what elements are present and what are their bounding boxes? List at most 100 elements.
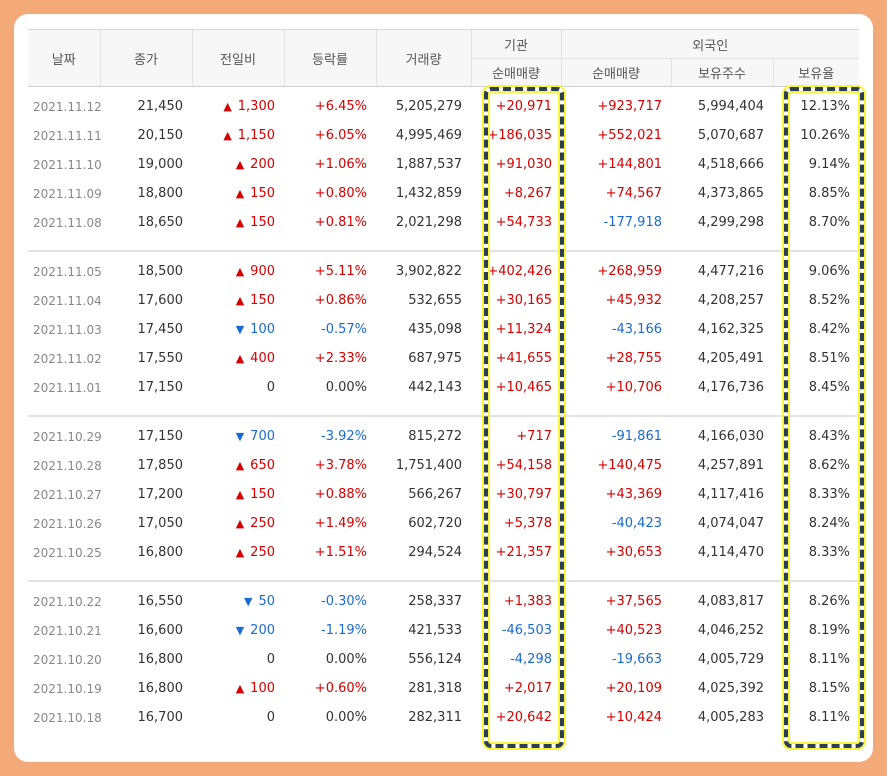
table-row: 2021.11.02 17,550 ▲ 400 +2.33% 687,975 +41,655… xyxy=(28,344,859,373)
institution-net-cell: +1,383 xyxy=(503,594,552,609)
table-row: 2021.10.20 16,800 0 0.00% 556,124 -4,298 -19,6… xyxy=(28,645,859,674)
volume-cell: 421,533 xyxy=(408,623,462,638)
foreign-ratio-cell: 8.62% xyxy=(808,458,850,473)
volume-cell: 5,205,279 xyxy=(395,99,462,114)
volume-cell: 687,975 xyxy=(408,351,462,366)
foreign-net-cell: +10,424 xyxy=(605,710,662,725)
institution-net-cell: +186,035 xyxy=(487,128,552,143)
date-cell: 2021.11.01 xyxy=(33,380,102,395)
foreign-net-cell: +552,021 xyxy=(597,128,662,143)
table-row: 2021.10.19 16,800 ▲ 100 +0.60% 281,318 +2,017 +… xyxy=(28,674,859,703)
date-cell: 2021.11.12 xyxy=(33,99,102,114)
change-cell: ▲ 100 xyxy=(192,674,284,703)
rate-cell: 0.00% xyxy=(325,380,367,395)
foreign-ratio-cell: 8.33% xyxy=(808,487,850,502)
change-cell: ▼ 50 xyxy=(192,587,284,616)
foreign-net-cell: +43,369 xyxy=(605,487,662,502)
table-row: 2021.11.08 18,650 ▲ 150 +0.81% 2,021,298 +54,7… xyxy=(28,208,859,237)
foreign-net-cell: -91,861 xyxy=(611,429,662,444)
foreign-net-cell: +140,475 xyxy=(597,458,662,473)
separator-cell xyxy=(28,402,859,417)
change-value: 50 xyxy=(258,594,275,609)
foreign-net-cell: -177,918 xyxy=(603,215,662,230)
foreign-shares-cell: 4,208,257 xyxy=(697,293,764,308)
foreign-shares-cell: 4,205,491 xyxy=(697,351,764,366)
foreign-net-cell: +923,717 xyxy=(597,99,662,114)
date-cell: 2021.11.09 xyxy=(33,186,102,201)
foreign-ratio-cell: 8.26% xyxy=(808,594,850,609)
foreign-shares-cell: 5,994,404 xyxy=(697,99,764,114)
group-separator xyxy=(28,402,859,417)
triangle-up-icon: ▲ xyxy=(235,216,245,229)
foreign-net-cell: +45,932 xyxy=(605,293,662,308)
change-value: 0 xyxy=(266,380,275,395)
header-date: 날짜 xyxy=(28,29,101,87)
foreign-shares-cell: 4,117,416 xyxy=(697,487,764,502)
change-value: 400 xyxy=(250,351,275,366)
change-cell: ▲ 900 xyxy=(192,257,284,286)
foreign-ratio-cell: 8.19% xyxy=(808,623,850,638)
change-value: 1,300 xyxy=(237,99,275,114)
rate-cell: 0.00% xyxy=(325,710,367,725)
change-value: 150 xyxy=(250,293,275,308)
foreign-ratio-cell: 8.70% xyxy=(808,215,850,230)
table-row: 2021.10.27 17,200 ▲ 150 +0.88% 566,267 +30,797… xyxy=(28,480,859,509)
foreign-ratio-cell: 8.11% xyxy=(808,652,850,667)
header-close: 종가 xyxy=(100,29,193,87)
rate-cell: +1.49% xyxy=(314,516,367,531)
foreign-shares-cell: 4,074,047 xyxy=(697,516,764,531)
foreign-shares-cell: 4,005,283 xyxy=(697,710,764,725)
change-value: 0 xyxy=(266,710,275,725)
daily-trading-table: 날짜 종가 전일비 등락률 거래량 기관 외국인 순매매량 순매매량 보유주수 … xyxy=(28,29,859,732)
date-cell: 2021.10.27 xyxy=(33,487,102,502)
table-row: 2021.10.18 16,700 0 0.00% 282,311 +20,642 +10,… xyxy=(28,703,859,732)
change-value: 650 xyxy=(250,458,275,473)
triangle-up-icon: ▲ xyxy=(223,100,232,113)
foreign-net-cell: +28,755 xyxy=(605,351,662,366)
table-row: 2021.10.26 17,050 ▲ 250 +1.49% 602,720 +5,378 -… xyxy=(28,509,859,538)
foreign-ratio-cell: 10.26% xyxy=(800,128,850,143)
table-row: 2021.11.12 21,450 ▲ 1,300 +6.45% 5,205,279 +20… xyxy=(28,92,859,121)
table-row: 2021.11.10 19,000 ▲ 200 +1.06% 1,887,537 +91,0… xyxy=(28,150,859,179)
close-cell: 18,650 xyxy=(137,215,184,230)
institution-net-cell: +21,357 xyxy=(495,545,552,560)
change-value: 150 xyxy=(250,215,275,230)
rate-cell: +5.11% xyxy=(314,264,367,279)
foreign-shares-cell: 4,166,030 xyxy=(697,429,764,444)
change-cell: ▲ 1,150 xyxy=(192,121,284,150)
close-cell: 17,200 xyxy=(137,487,184,502)
change-cell: 0 xyxy=(192,645,284,674)
volume-cell: 532,655 xyxy=(408,293,462,308)
foreign-ratio-cell: 8.24% xyxy=(808,516,850,531)
foreign-shares-cell: 4,083,817 xyxy=(697,594,764,609)
institution-net-cell: +717 xyxy=(516,429,552,444)
date-cell: 2021.10.29 xyxy=(33,429,102,444)
rate-cell: -1.19% xyxy=(321,623,367,638)
table-row: 2021.11.03 17,450 ▼ 100 -0.57% 435,098 +11,324… xyxy=(28,315,859,344)
date-cell: 2021.10.22 xyxy=(33,594,102,609)
institution-net-cell: +402,426 xyxy=(487,264,552,279)
close-cell: 18,800 xyxy=(137,186,184,201)
volume-cell: 2,021,298 xyxy=(395,215,462,230)
change-cell: ▲ 200 xyxy=(192,150,284,179)
header-volume: 거래량 xyxy=(376,29,472,87)
foreign-shares-cell: 4,005,729 xyxy=(697,652,764,667)
volume-cell: 1,887,537 xyxy=(395,157,462,172)
close-cell: 16,800 xyxy=(137,681,184,696)
triangle-up-icon: ▲ xyxy=(235,517,245,530)
close-cell: 17,150 xyxy=(137,429,184,444)
volume-cell: 566,267 xyxy=(408,487,462,502)
triangle-up-icon: ▲ xyxy=(235,352,245,365)
volume-cell: 4,995,469 xyxy=(395,128,462,143)
triangle-up-icon: ▲ xyxy=(235,294,245,307)
triangle-up-icon: ▲ xyxy=(235,488,245,501)
triangle-up-icon: ▲ xyxy=(235,459,245,472)
triangle-up-icon: ▲ xyxy=(235,546,245,559)
foreign-net-cell: +20,109 xyxy=(605,681,662,696)
foreign-ratio-cell: 8.85% xyxy=(808,186,850,201)
close-cell: 17,050 xyxy=(137,516,184,531)
change-value: 200 xyxy=(250,157,275,172)
change-cell: ▲ 1,300 xyxy=(192,92,284,121)
header-change: 전일비 xyxy=(192,29,285,87)
triangle-down-icon: ▼ xyxy=(235,624,245,637)
